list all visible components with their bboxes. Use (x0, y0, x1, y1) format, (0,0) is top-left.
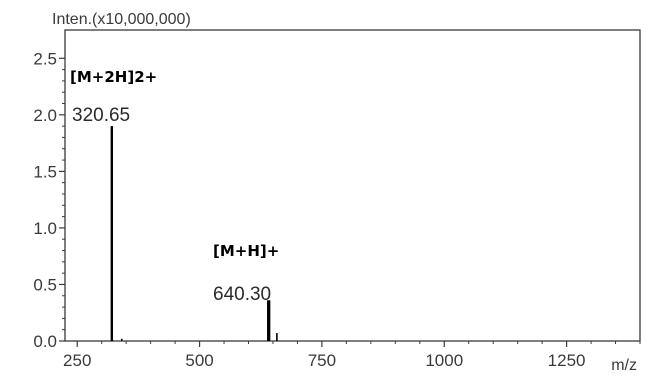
x-axis-title: m/z (611, 357, 637, 374)
peak-ion-label: [M+2H]2+ (70, 68, 157, 86)
y-tick-label: 0.5 (33, 275, 57, 294)
peak-value-label: 320.65 (72, 105, 130, 126)
x-tick-label: 500 (185, 351, 213, 370)
x-tick-label: 1000 (425, 351, 463, 370)
y-axis-title: Inten.(x10,000,000) (52, 11, 191, 28)
y-axis: 0.0 0.5 1.0 1.5 2.0 2.5 (33, 49, 65, 351)
y-tick-label: 1.5 (33, 162, 57, 181)
y-tick-label: 2.0 (33, 106, 57, 125)
x-tick-label: 1250 (548, 351, 586, 370)
peak-ion-label: [M+H]+ (213, 242, 279, 260)
x-tick-label: 750 (308, 351, 336, 370)
plot-frame (64, 29, 641, 342)
x-axis: 250 500 750 1000 1250 (63, 341, 641, 370)
x-tick-label: 250 (63, 351, 91, 370)
y-tick-label: 0.0 (33, 332, 57, 351)
peak-series (110, 126, 278, 341)
y-tick-label: 2.5 (33, 49, 57, 68)
y-tick-label: 1.0 (33, 219, 57, 238)
peak-value-label: 640.30 (213, 284, 271, 305)
